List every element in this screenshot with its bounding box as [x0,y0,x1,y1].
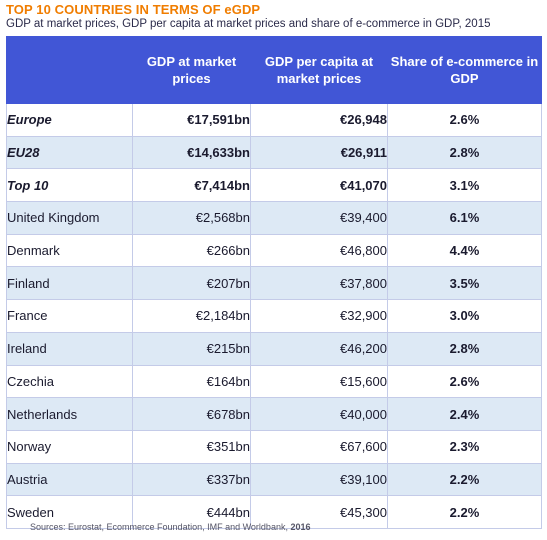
gdp-per-capita-cell: €15,600 [250,364,388,399]
table-row: Czechia €164bn €15,600 2.6% [6,364,542,399]
gdp-per-capita-cell: €39,400 [250,201,388,235]
source-note: Sources: Eurostat, Ecommerce Foundation,… [30,522,310,532]
share-cell: 4.4% [387,233,542,268]
country-cell: Netherlands [6,397,133,431]
country-cell: Sweden [6,495,133,529]
share-cell: 2.2% [387,495,542,529]
table-header-row: GDP at market prices GDP per capita at m… [6,36,542,104]
country-cell: Europe [6,103,133,137]
gdp-cell: €2,568bn [132,201,251,235]
share-cell: 2.3% [387,429,542,464]
table-row: Norway €351bn €67,600 2.3% [6,429,542,464]
source-text: Sources: Eurostat, Ecommerce Foundation,… [30,522,291,532]
table-row: France €2,184bn €32,900 3.0% [6,299,542,333]
country-cell: Norway [6,429,133,464]
gdp-cell: €337bn [132,462,251,497]
share-cell: 2.4% [387,397,542,431]
gdp-per-capita-cell: €46,800 [250,233,388,268]
gdp-cell: €207bn [132,266,251,301]
header-country [6,36,133,104]
gdp-per-capita-cell: €26,948 [250,103,388,137]
country-cell: Top 10 [6,168,133,203]
share-cell: 2.2% [387,462,542,497]
gdp-per-capita-cell: €45,300 [250,495,388,529]
gdp-cell: €17,591bn [132,103,251,137]
share-cell: 2.8% [387,331,542,366]
gdp-cell: €2,184bn [132,299,251,333]
share-cell: 3.5% [387,266,542,301]
country-cell: United Kingdom [6,201,133,235]
gdp-cell: €215bn [132,331,251,366]
gdp-cell: €7,414bn [132,168,251,203]
gdp-per-capita-cell: €46,200 [250,331,388,366]
share-cell: 6.1% [387,201,542,235]
gdp-per-capita-cell: €67,600 [250,429,388,464]
source-year: 2016 [290,522,311,532]
gdp-per-capita-cell: €39,100 [250,462,388,497]
table-row: Denmark €266bn €46,800 4.4% [6,233,542,268]
page-title: TOP 10 COUNTRIES IN TERMS OF eGDP [6,2,261,17]
gdp-per-capita-cell: €37,800 [250,266,388,301]
header-gdp: GDP at market prices [132,36,251,104]
gdp-per-capita-cell: €40,000 [250,397,388,431]
gdp-cell: €678bn [132,397,251,431]
share-cell: 2.8% [387,135,542,170]
country-cell: Ireland [6,331,133,366]
gdp-cell: €266bn [132,233,251,268]
country-cell: Austria [6,462,133,497]
header-gdp-per-capita: GDP per capita at market prices [250,36,388,104]
table-row: EU28 €14,633bn €26,911 2.8% [6,135,542,170]
share-cell: 2.6% [387,364,542,399]
table-row: Finland €207bn €37,800 3.5% [6,266,542,301]
gdp-cell: €164bn [132,364,251,399]
country-cell: Czechia [6,364,133,399]
table-row: Top 10 €7,414bn €41,070 3.1% [6,168,542,203]
share-cell: 2.6% [387,103,542,137]
table-row: Sweden €444bn €45,300 2.2% [6,495,542,529]
country-cell: Denmark [6,233,133,268]
header-share-ecommerce: Share of e-commerce in GDP [387,36,542,104]
gdp-cell: €14,633bn [132,135,251,170]
share-cell: 3.0% [387,299,542,333]
table-row: Netherlands €678bn €40,000 2.4% [6,397,542,431]
table-row: Ireland €215bn €46,200 2.8% [6,331,542,366]
egdp-table: GDP at market prices GDP per capita at m… [6,36,542,529]
table-row: Europe €17,591bn €26,948 2.6% [6,103,542,137]
country-cell: Finland [6,266,133,301]
gdp-cell: €351bn [132,429,251,464]
gdp-per-capita-cell: €41,070 [250,168,388,203]
share-cell: 3.1% [387,168,542,203]
table-row: Austria €337bn €39,100 2.2% [6,462,542,497]
country-cell: France [6,299,133,333]
gdp-per-capita-cell: €26,911 [250,135,388,170]
page-subtitle: GDP at market prices, GDP per capita at … [6,18,491,30]
country-cell: EU28 [6,135,133,170]
gdp-per-capita-cell: €32,900 [250,299,388,333]
table-row: United Kingdom €2,568bn €39,400 6.1% [6,201,542,235]
